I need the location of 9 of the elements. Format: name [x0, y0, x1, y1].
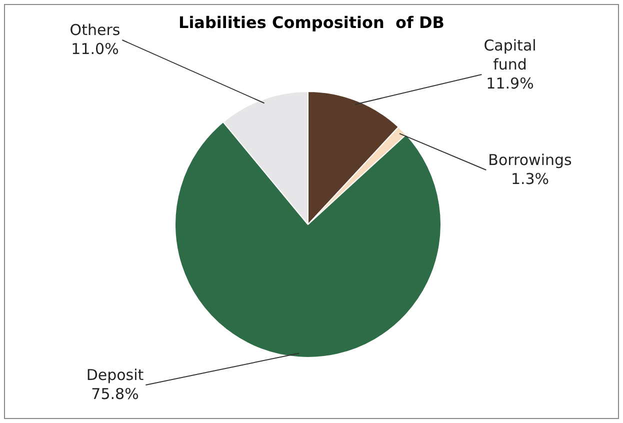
data-label: 1.3%: [510, 170, 550, 188]
slice-label: Capital fund: [484, 36, 536, 74]
data-label: 75.8%: [91, 385, 139, 403]
data-label: 11.9%: [486, 74, 534, 92]
slice-label: Others: [70, 21, 120, 39]
slice-label: Borrowings: [488, 151, 572, 169]
slice-label: Deposit: [86, 366, 144, 384]
chart-title: Liabilities Composition of DB: [178, 13, 444, 32]
data-label: 11.0%: [71, 40, 119, 58]
